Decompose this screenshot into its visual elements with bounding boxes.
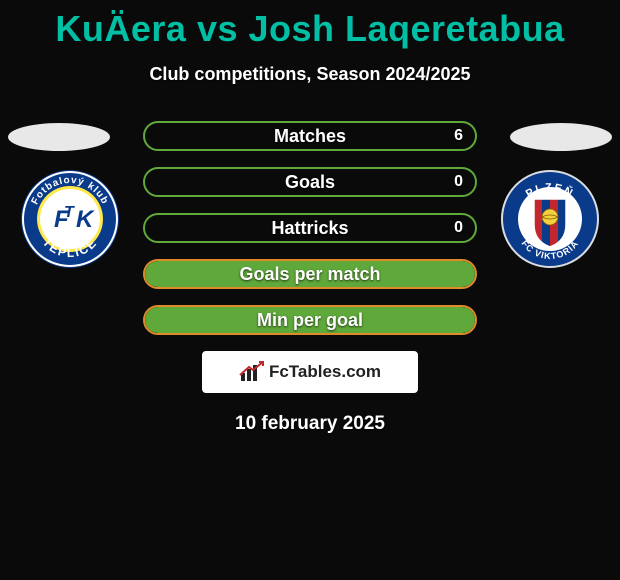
page-title: KuÄera vs Josh Laqeretabua <box>0 0 620 50</box>
stat-label: Hattricks <box>145 218 475 239</box>
brand-badge: FcTables.com <box>202 351 418 393</box>
player-left-avatar <box>8 121 110 153</box>
stat-label: Goals per match <box>145 264 475 285</box>
stat-bar: Matches 6 <box>143 121 477 151</box>
player-right-avatar <box>510 121 612 153</box>
subtitle: Club competitions, Season 2024/2025 <box>0 64 620 85</box>
stat-label: Min per goal <box>145 310 475 331</box>
stat-bar: Hattricks 0 <box>143 213 477 243</box>
stat-bar: Goals 0 <box>143 167 477 197</box>
stat-bar: Goals per match <box>143 259 477 289</box>
svg-text:T: T <box>64 204 75 221</box>
stat-bar: Min per goal <box>143 305 477 335</box>
stat-bars: Matches 6 Goals 0 Hattricks 0 <box>143 121 477 335</box>
brand-text: FcTables.com <box>269 362 381 382</box>
comparison-content: Fotbalový klub TEPLICE F K T PLZEŇ <box>0 121 620 435</box>
date-text: 10 february 2025 <box>0 413 620 435</box>
stat-label: Matches <box>145 126 475 147</box>
club-right-crest: PLZEŇ FC VIKTORIA <box>500 169 600 269</box>
club-left-crest: Fotbalový klub TEPLICE F K T <box>20 169 120 269</box>
svg-text:K: K <box>76 206 95 233</box>
chart-icon <box>239 361 265 383</box>
stat-label: Goals <box>145 172 475 193</box>
